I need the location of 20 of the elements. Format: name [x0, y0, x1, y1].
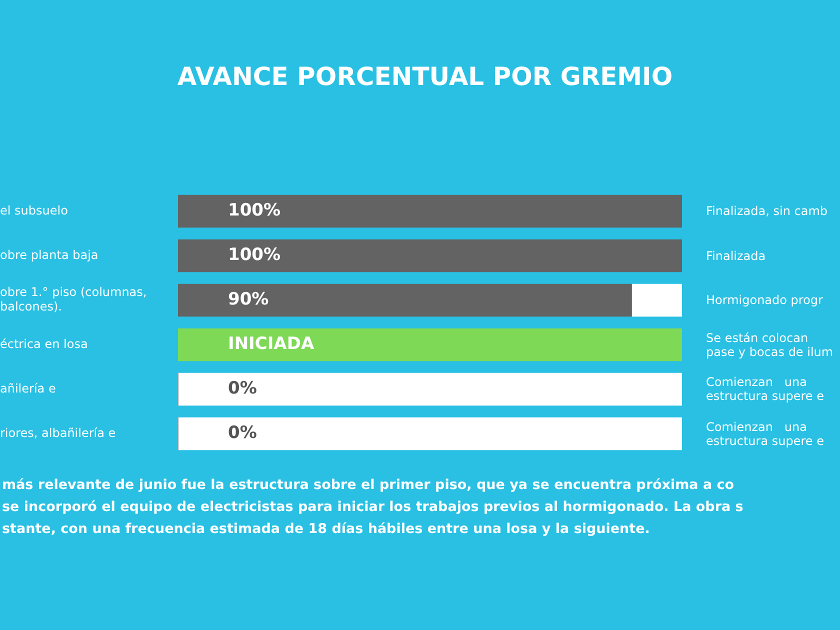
text: Finalizada: [706, 248, 766, 263]
text: más relevante de junio fue la estructura sobre el primer piso, que ya se encuentra próxima a co se incorporó el equipo de electricistas para iniciar los trabajos previos al hormigonado. La obra s stante, con una frecuencia estimada de 18 días hábiles entre una losa y la siguiente.: [2, 476, 744, 539]
y-tick-label: obre 1.° piso (columnas, balcones).: [0, 285, 147, 314]
y-tick-label: obre planta baja: [0, 248, 98, 262]
data-label: 0%: [228, 378, 257, 399]
data-label: 100%: [228, 200, 281, 221]
data-label: INICIADA: [228, 334, 315, 354]
y-tick-label: éctrica en losa: [0, 336, 88, 351]
chart-title: AVANCE PORCENTUAL POR GREMIO: [176, 62, 674, 91]
data-label: 90%: [228, 290, 269, 310]
y-tick-label: el subsuelo: [0, 203, 68, 218]
y-tick-label: añilería e: [0, 381, 56, 396]
y-tick-label: riores, albañilería e: [0, 426, 116, 440]
data-label: 0%: [228, 423, 257, 444]
text: Hormigonado progr: [706, 293, 823, 308]
text: Comienzan una estructura supere e: [706, 420, 824, 448]
text: Comienzan una estructura supere e: [706, 375, 824, 404]
text: Se están colocan pase y bocas de ilum: [706, 330, 834, 359]
data-label: 100%: [228, 245, 281, 266]
text: Finalizada, sin camb: [706, 204, 828, 218]
